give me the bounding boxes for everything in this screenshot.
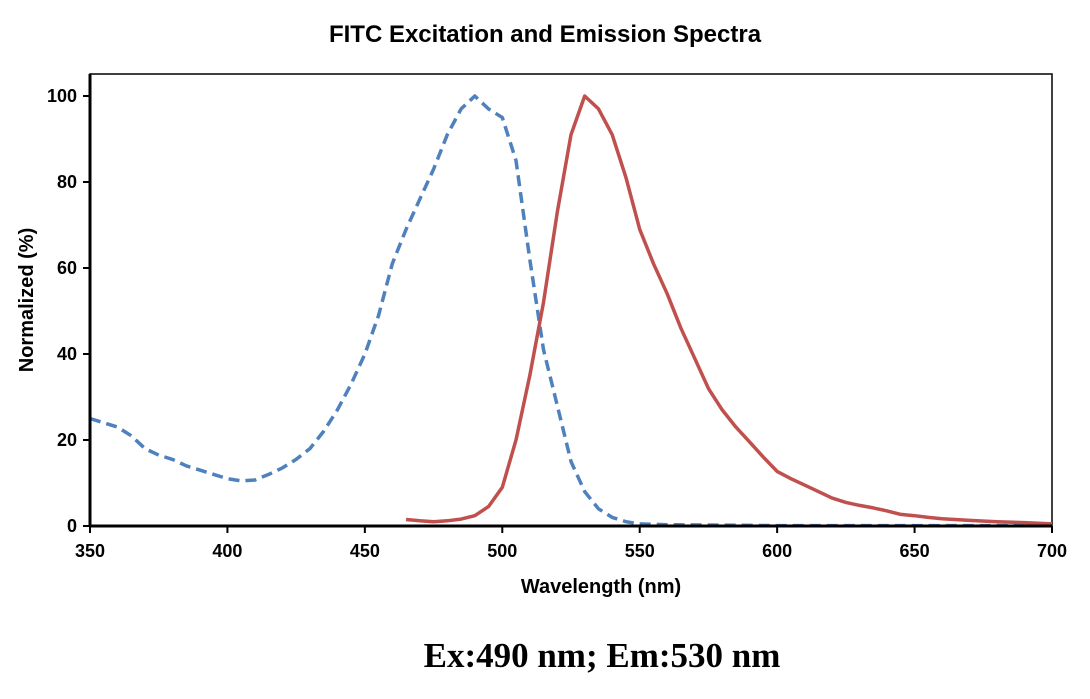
x-tick-label: 350: [75, 541, 105, 561]
y-tick-label: 100: [47, 86, 77, 106]
chart-title: FITC Excitation and Emission Spectra: [329, 21, 762, 48]
x-tick-label: 700: [1037, 541, 1067, 561]
caption: Ex:490 nm; Em:530 nm: [424, 636, 781, 675]
excitation-series-line: [89, 94, 1052, 528]
x-tick-label: 550: [625, 541, 655, 561]
y-tick-label: 80: [57, 172, 77, 192]
x-tick-label: 600: [762, 541, 792, 561]
x-tick-label: 500: [487, 541, 517, 561]
x-axis-label: Wavelength (nm): [521, 576, 681, 598]
y-tick-label: 40: [57, 344, 77, 364]
emission-series-line: [405, 94, 1053, 526]
y-tick-label: 0: [67, 516, 77, 536]
y-axis-label: Normalized (%): [16, 228, 38, 372]
x-tick-label: 400: [212, 541, 242, 561]
y-tick-label: 20: [57, 430, 77, 450]
x-tick-label: 450: [350, 541, 380, 561]
x-tick-label: 650: [900, 541, 930, 561]
y-tick-label: 60: [57, 258, 77, 278]
